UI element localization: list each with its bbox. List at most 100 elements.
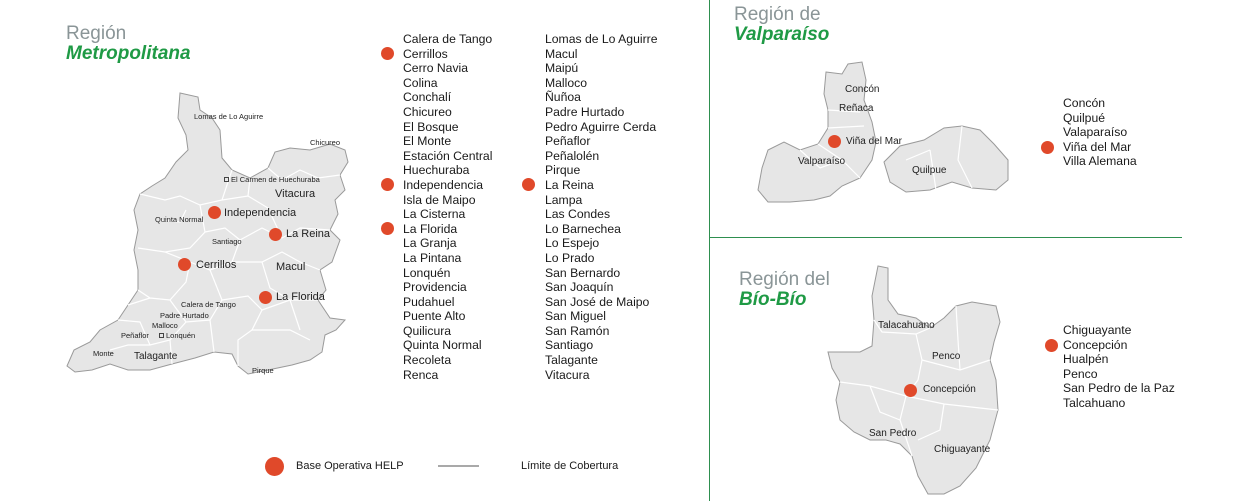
commune-item: Estación Central (403, 148, 493, 163)
biobio-list: Chiguayante Concepción Hualpén Penco San… (1063, 323, 1175, 411)
commune-item: Talcahuano (1063, 395, 1126, 410)
small-square-icon (159, 333, 164, 338)
commune-item: San Bernardo (545, 265, 621, 280)
small-square-icon (224, 177, 229, 182)
list-marker-biobio (1045, 339, 1058, 352)
list-marker-la-reina (522, 178, 535, 191)
commune-item: Pirque (545, 163, 581, 178)
commune-item: Calera de Tango (403, 32, 493, 46)
valparaiso-title-name: Valparaíso (734, 24, 830, 45)
commune-item: Conchalí (403, 90, 452, 105)
map-label-renaca: Reñaca (839, 103, 874, 114)
map-label-valparaiso: Valparaíso (798, 156, 846, 167)
map-label-malloco: Malloco (152, 321, 178, 330)
commune-item: La Pintana (403, 250, 462, 265)
map-label-quilpue: Quilpue (912, 165, 947, 176)
commune-item: Hualpén (1063, 352, 1109, 367)
list-marker-independencia (381, 178, 394, 191)
valparaiso-title-prefix: Región de (734, 4, 821, 25)
list-marker-valparaiso (1041, 141, 1054, 154)
commune-item: Concepción (1063, 337, 1128, 352)
list-marker-cerrillos (381, 47, 394, 60)
commune-item: Lampa (545, 192, 583, 207)
biobio-title-prefix: Región del (739, 269, 830, 290)
metropolitana-title: Región Metropolitana (66, 24, 191, 64)
map-label-macul: Macul (276, 261, 306, 273)
list-marker-la-florida (381, 222, 394, 235)
map-label-el-carmen-de-huechuraba: El Carmen de Huechuraba (224, 175, 320, 184)
commune-item: Isla de Maipo (403, 192, 476, 207)
map-label-monte: Monte (93, 349, 114, 358)
commune-item: El Monte (403, 134, 452, 149)
commune-item: Talagante (545, 353, 598, 368)
commune-item: Lo Prado (545, 250, 595, 265)
map-label-penco: Penco (932, 351, 961, 362)
commune-item: Cerrillos (403, 46, 448, 61)
metropolitana-title-name: Metropolitana (66, 43, 191, 64)
commune-item: La Florida (403, 221, 458, 236)
commune-item: Puente Alto (403, 309, 466, 324)
metropolitana-list-col2: Lomas de Lo Aguirre Macul Maipú Malloco … (545, 32, 657, 382)
commune-item: Lo Espejo (545, 236, 600, 251)
marker-la-reina (269, 228, 282, 241)
map-label-talacahuano: Talacahuano (878, 320, 935, 331)
map-label-la-florida: La Florida (276, 291, 325, 303)
map-label-lonquen: Lonquén (159, 331, 195, 340)
commune-item: San Pedro de la Paz (1063, 381, 1175, 396)
marker-vina-del-mar (828, 135, 841, 148)
commune-item: Lo Barnechea (545, 221, 621, 236)
commune-item: Quinta Normal (403, 338, 482, 353)
commune-item: Penco (1063, 366, 1098, 381)
metropolitana-map (66, 92, 349, 375)
map-label-cerrillos: Cerrillos (196, 259, 237, 271)
commune-item: Huechuraba (403, 163, 470, 178)
commune-item: Colina (403, 75, 438, 90)
map-label-lomas-de-lo-aguirre: Lomas de Lo Aguirre (194, 112, 264, 121)
commune-item: Recoleta (403, 353, 452, 368)
commune-item: Pudahuel (403, 294, 455, 309)
legend-limit-line (438, 465, 479, 467)
commune-item: Malloco (545, 75, 587, 90)
commune-item: Santiago (545, 338, 594, 353)
commune-item: Lomas de Lo Aguirre (545, 32, 658, 46)
commune-item: Quilicura (403, 323, 452, 338)
commune-item: Villa Alemana (1063, 154, 1137, 169)
biobio-title: Región del Bío-Bío (739, 270, 830, 310)
legend-limit-label: Límite de Cobertura (521, 460, 619, 472)
commune-item: La Cisterna (403, 207, 466, 222)
commune-item: Macul (545, 46, 578, 61)
map-label-vina-del-mar: Viña del Mar (846, 136, 902, 147)
map-label-concon: Concón (845, 84, 880, 95)
map-label-padre-hurtado: Padre Hurtado (160, 311, 209, 320)
map-label-santiago: Santiago (212, 237, 242, 246)
vertical-divider (709, 0, 710, 501)
map-label-calera-de-tango: Calera de Tango (181, 300, 236, 309)
commune-item: El Bosque (403, 119, 459, 134)
biobio-title-name: Bío-Bío (739, 289, 807, 310)
map-label-san-pedro: San Pedro (869, 428, 917, 439)
marker-concepcion (904, 384, 917, 397)
commune-item: Concón (1063, 96, 1106, 110)
valparaiso-list: Concón Quilpué Valaparaíso Viña del Mar … (1063, 96, 1137, 169)
commune-item: Cerro Navia (403, 61, 469, 76)
map-label-la-reina: La Reina (286, 228, 331, 240)
commune-item: Quilpué (1063, 110, 1106, 125)
commune-item: Viña del Mar (1063, 139, 1132, 154)
commune-item: La Reina (545, 177, 594, 192)
map-label-vitacura: Vitacura (275, 188, 316, 200)
commune-item: Providencia (403, 280, 467, 295)
horizontal-divider (709, 237, 1182, 238)
commune-item: Maipú (545, 61, 579, 76)
map-label-pirque: Pirque (252, 366, 274, 375)
legend-base-label: Base Operativa HELP (296, 460, 404, 472)
commune-item: La Granja (403, 236, 457, 251)
commune-item: Las Condes (545, 207, 611, 222)
commune-item: Chiguayante (1063, 323, 1132, 337)
map-label-chiguayante: Chiguayante (934, 444, 991, 455)
valparaiso-map (757, 61, 1009, 203)
commune-item: Independencia (403, 177, 483, 192)
commune-item: Ñuñoa (545, 90, 581, 105)
valparaiso-title: Región de Valparaíso (734, 5, 829, 45)
map-label-independencia: Independencia (224, 207, 297, 219)
